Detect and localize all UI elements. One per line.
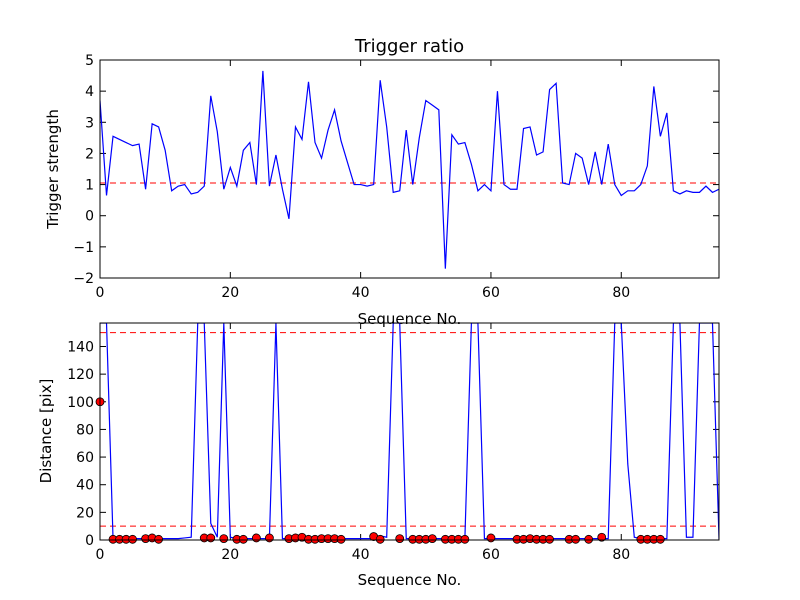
top-ytick-label: 1 xyxy=(85,178,94,194)
top-plot-area xyxy=(100,70,719,269)
bottom-data-point xyxy=(655,534,665,544)
top-ytick-label: 4 xyxy=(85,84,94,100)
top-xtick-label: 0 xyxy=(96,285,105,301)
bottom-data-point xyxy=(128,534,137,544)
bottom-data-point xyxy=(219,534,229,544)
bottom-data-point xyxy=(486,533,496,543)
top-clipped-marks xyxy=(100,70,719,269)
bottom-data-point xyxy=(571,534,581,544)
bottom-ytick-label: 80 xyxy=(76,422,94,438)
top-xtick-label: 20 xyxy=(221,285,239,301)
bottom-xtick-label: 80 xyxy=(612,547,630,563)
top-axes-frame xyxy=(99,59,720,279)
bottom-data-point xyxy=(251,533,261,543)
bottom-xtick-label: 40 xyxy=(352,547,370,563)
bottom-data-point xyxy=(375,534,385,544)
bottom-data-point xyxy=(336,534,346,544)
distance-chart: 0 20 40 60 80 140 120 100 80 60 40 20 0 Sequence No.… xyxy=(37,322,720,589)
top-y-axis-label: Trigger strength xyxy=(44,109,62,230)
bottom-ytick-label: 100 xyxy=(67,395,94,411)
chart-title: Trigger ratio xyxy=(354,36,464,57)
bottom-data-point xyxy=(395,534,405,544)
bottom-data-point xyxy=(584,534,594,544)
bottom-data-point xyxy=(597,532,607,542)
bottom-xtick-label: 0 xyxy=(96,547,105,563)
top-xtick-label: 40 xyxy=(352,285,370,301)
top-x-axis-label: Sequence No. xyxy=(358,310,462,328)
bottom-data-point xyxy=(460,534,470,544)
bottom-ytick-label: 60 xyxy=(76,450,94,466)
bottom-data-point xyxy=(265,533,274,543)
bottom-data-point xyxy=(206,533,216,543)
bottom-xtick-label: 60 xyxy=(482,547,500,563)
top-ytick-label: 5 xyxy=(85,53,94,69)
bottom-y-axis-label: Distance [pix] xyxy=(37,379,55,484)
top-series-line xyxy=(100,70,719,269)
top-ytick-label: 0 xyxy=(85,209,94,225)
bottom-ytick-label: 140 xyxy=(67,339,94,355)
top-ytick-label: −1 xyxy=(73,240,94,256)
top-ytick-label: 3 xyxy=(85,115,94,131)
bottom-ytick-label: 20 xyxy=(76,505,94,521)
bottom-x-axis-label: Sequence No. xyxy=(358,571,462,589)
bottom-ytick-label: 40 xyxy=(76,478,94,494)
bottom-ticks: 0 20 40 60 80 140 120 100 80 60 40 20 0 xyxy=(67,323,719,563)
bottom-data-point xyxy=(238,534,248,544)
top-ytick-label: −2 xyxy=(73,271,94,287)
bottom-plot-area xyxy=(95,323,719,544)
trigger-ratio-chart: Trigger ratio 0 20 40 60 80 5 4 3 2 1 0 −1 −2 Sequen… xyxy=(44,36,720,328)
bottom-axes-frame xyxy=(99,322,720,541)
top-ytick-label: 2 xyxy=(85,146,94,162)
bottom-ytick-label: 120 xyxy=(67,367,94,383)
top-ticks: 0 20 40 60 80 5 4 3 2 1 0 −1 −2 xyxy=(73,53,719,301)
top-xtick-label: 80 xyxy=(612,285,630,301)
bottom-xtick-label: 20 xyxy=(221,547,239,563)
top-xtick-label: 60 xyxy=(482,285,500,301)
bottom-data-point xyxy=(154,534,164,544)
bottom-data-point xyxy=(427,534,437,544)
bottom-data-point xyxy=(545,534,554,544)
bottom-ytick-label: 0 xyxy=(85,533,94,549)
